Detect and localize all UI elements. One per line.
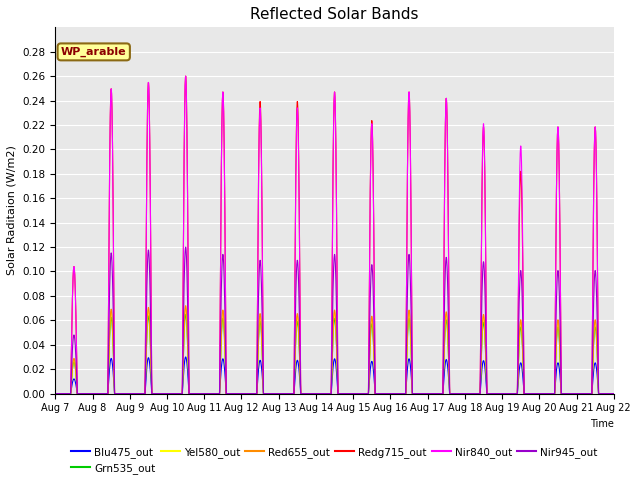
Redg715_out <box>492 391 499 396</box>
Nir840_out <box>492 391 499 396</box>
Blu475_out <box>609 391 617 396</box>
Blu475_out <box>314 391 322 396</box>
Yel580_out <box>182 305 189 311</box>
Redg715_out <box>51 391 59 396</box>
Blu475_out <box>51 391 59 396</box>
Y-axis label: Solar Raditaion (W/m2): Solar Raditaion (W/m2) <box>7 145 17 276</box>
Yel580_out <box>609 391 617 396</box>
Blu475_out <box>492 391 499 396</box>
Redg715_out <box>610 391 618 396</box>
Blu475_out <box>182 354 189 360</box>
Nir945_out <box>460 391 468 396</box>
Red655_out <box>314 391 322 396</box>
Redg715_out <box>314 391 322 396</box>
Nir945_out <box>492 391 499 396</box>
Red655_out <box>51 391 59 396</box>
Blu475_out <box>152 391 159 396</box>
Nir945_out <box>152 391 159 396</box>
Redg715_out <box>609 391 617 396</box>
Red655_out <box>610 391 618 396</box>
Blu475_out <box>610 391 618 396</box>
Yel580_out <box>152 391 159 396</box>
Nir840_out <box>429 391 436 396</box>
Nir840_out <box>609 391 617 396</box>
Line: Nir945_out: Nir945_out <box>55 247 614 394</box>
Redg715_out <box>182 73 189 79</box>
Nir840_out <box>51 391 59 396</box>
Nir840_out <box>460 391 468 396</box>
Nir840_out <box>182 73 189 79</box>
Title: Reflected Solar Bands: Reflected Solar Bands <box>250 7 419 22</box>
Line: Red655_out: Red655_out <box>55 306 614 394</box>
Line: Blu475_out: Blu475_out <box>55 357 614 394</box>
Yel580_out <box>460 391 468 396</box>
Text: WP_arable: WP_arable <box>61 47 127 57</box>
Grn535_out <box>609 391 617 396</box>
Redg715_out <box>429 391 436 396</box>
Nir840_out <box>314 391 322 396</box>
Line: Grn535_out: Grn535_out <box>55 314 614 394</box>
Blu475_out <box>429 391 436 396</box>
Line: Yel580_out: Yel580_out <box>55 308 614 394</box>
Red655_out <box>460 391 468 396</box>
Nir945_out <box>314 391 322 396</box>
Grn535_out <box>492 391 499 396</box>
Red655_out <box>492 391 499 396</box>
Grn535_out <box>314 391 322 396</box>
Blu475_out <box>460 391 468 396</box>
Grn535_out <box>152 391 159 396</box>
Nir840_out <box>152 391 159 396</box>
Legend: Blu475_out, Grn535_out, Yel580_out, Red655_out, Redg715_out, Nir840_out, Nir945_: Blu475_out, Grn535_out, Yel580_out, Red6… <box>67 443 602 478</box>
Grn535_out <box>51 391 59 396</box>
Yel580_out <box>51 391 59 396</box>
Yel580_out <box>429 391 436 396</box>
Nir945_out <box>182 244 189 250</box>
Red655_out <box>152 391 159 396</box>
Nir945_out <box>429 391 436 396</box>
Red655_out <box>429 391 436 396</box>
X-axis label: Time: Time <box>590 419 614 429</box>
Grn535_out <box>610 391 618 396</box>
Red655_out <box>609 391 617 396</box>
Red655_out <box>182 303 189 309</box>
Nir945_out <box>609 391 617 396</box>
Redg715_out <box>152 391 159 396</box>
Yel580_out <box>610 391 618 396</box>
Line: Redg715_out: Redg715_out <box>55 76 614 394</box>
Redg715_out <box>460 391 468 396</box>
Nir840_out <box>610 391 618 396</box>
Nir945_out <box>51 391 59 396</box>
Grn535_out <box>460 391 468 396</box>
Grn535_out <box>429 391 436 396</box>
Nir945_out <box>610 391 618 396</box>
Yel580_out <box>492 391 499 396</box>
Yel580_out <box>314 391 322 396</box>
Line: Nir840_out: Nir840_out <box>55 76 614 394</box>
Grn535_out <box>182 312 189 317</box>
